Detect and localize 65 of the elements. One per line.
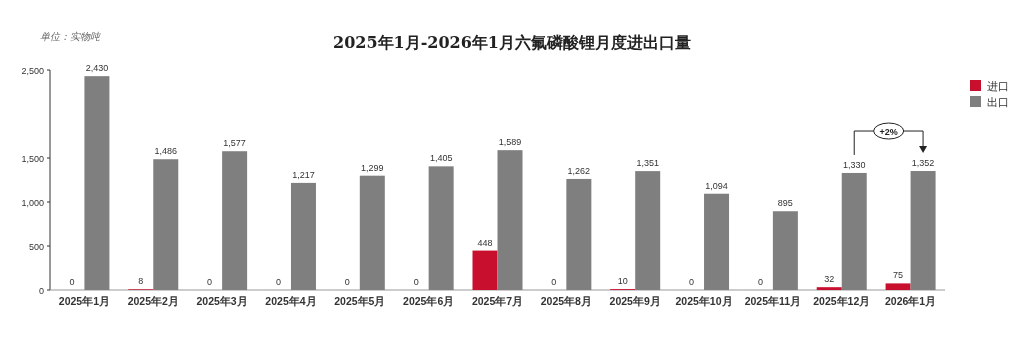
chart-title: 2025年1月-2026年1月六氟磷酸锂月度进出口量 <box>333 33 691 52</box>
data-label: 0 <box>344 277 350 287</box>
y-tick-label: 1,000 <box>21 197 44 208</box>
data-label: 1,330 <box>842 159 866 170</box>
annotation: +2% <box>879 126 898 137</box>
data-label: 0 <box>207 277 213 287</box>
data-label: 32 <box>824 274 835 285</box>
y-tick-label: 1,500 <box>21 153 44 164</box>
bar <box>359 175 385 290</box>
x-tick-label: 2025年5月 <box>334 295 386 307</box>
data-label: 0 <box>413 277 419 287</box>
text: 单位：实物吨 <box>40 31 102 42</box>
data-label: 1,405 <box>429 153 453 164</box>
data-label: 8 <box>138 276 144 287</box>
data-label: 448 <box>477 237 493 248</box>
data-label: 1,299 <box>361 162 384 173</box>
x-tick-label: 2026年1月 <box>884 295 937 307</box>
x-tick-label: 2025年6月 <box>403 295 455 307</box>
legend-label: 进口 <box>987 80 1009 92</box>
bar <box>704 193 730 290</box>
bar <box>497 150 523 290</box>
data-label: 1,351 <box>636 158 659 169</box>
x-tick-label: 2025年4月 <box>265 295 317 307</box>
x-tick-label: 2025年3月 <box>196 295 248 307</box>
bar <box>566 178 592 290</box>
data-label: 0 <box>551 277 557 287</box>
x-tick-label: 2025年7月 <box>471 295 524 307</box>
y-tick-label: 2,500 <box>21 65 44 76</box>
bar <box>910 171 936 290</box>
x-tick-label: 2025年1月 <box>58 295 111 307</box>
x-tick-label: 2025年8月 <box>540 295 592 307</box>
data-label: 1,577 <box>223 138 246 149</box>
data-label: 1,352 <box>911 158 935 169</box>
data-label: 1,094 <box>705 180 728 191</box>
x-tick-label: 2025年12月 <box>813 295 871 307</box>
data-label: 75 <box>893 270 904 281</box>
x-tick-label: 2025年10月 <box>675 295 733 307</box>
data-label: 0 <box>689 277 695 287</box>
data-label: 1,486 <box>154 146 178 157</box>
bar <box>84 76 110 290</box>
y-tick-label: 500 <box>28 241 44 252</box>
bar <box>635 171 661 290</box>
bar <box>428 166 454 290</box>
y-tick-label: 0 <box>38 285 44 296</box>
data-label: 0 <box>757 277 763 287</box>
data-label: 1,589 <box>498 137 522 148</box>
bar <box>472 250 498 290</box>
x-tick-label: 2025年2月 <box>127 295 179 307</box>
bar <box>841 172 867 290</box>
data-label: 0 <box>69 277 75 287</box>
x-tick-label: 2025年11月 <box>744 295 802 307</box>
data-label: 10 <box>617 276 628 287</box>
data-label: 1,217 <box>292 169 315 180</box>
x-tick-label: 2025年9月 <box>609 295 661 307</box>
bar <box>772 211 798 290</box>
data-label: 2,430 <box>85 63 109 74</box>
bar <box>222 151 248 290</box>
data-label: 1,262 <box>567 165 591 176</box>
bar <box>153 159 179 290</box>
data-label: 895 <box>777 198 793 209</box>
bar <box>885 283 911 290</box>
data-label: 0 <box>275 277 281 287</box>
legend-label: 出口 <box>987 96 1009 108</box>
bar <box>290 182 316 290</box>
bar <box>816 287 842 290</box>
